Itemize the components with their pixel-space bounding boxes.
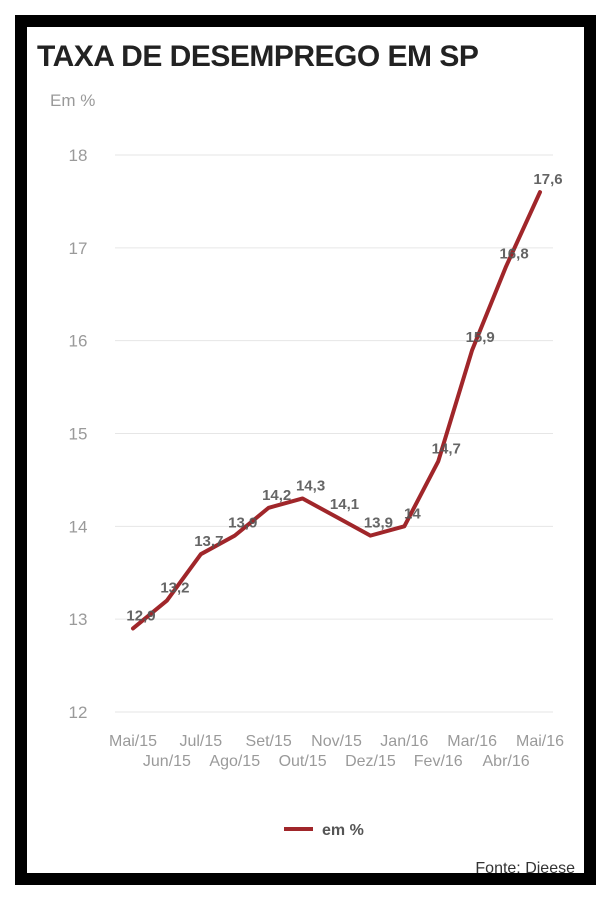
x-tick-label: Jul/15 xyxy=(179,733,222,750)
x-tick-label: Jan/16 xyxy=(380,733,428,750)
data-label: 14,7 xyxy=(432,440,461,457)
x-tick-label: Out/15 xyxy=(279,753,327,770)
data-label: 14 xyxy=(404,505,421,522)
x-tick-label: Mai/16 xyxy=(516,733,564,750)
y-tick-label: 14 xyxy=(69,517,88,536)
y-axis-unit-label: Em % xyxy=(50,91,96,110)
data-label: 13,9 xyxy=(364,515,393,532)
x-tick-label: Abr/16 xyxy=(483,753,530,770)
y-tick-label: 16 xyxy=(69,332,88,351)
x-tick-label: Dez/15 xyxy=(345,753,396,770)
x-tick-label: Fev/16 xyxy=(414,753,463,770)
data-label: 13,7 xyxy=(194,533,223,550)
data-label: 15,9 xyxy=(466,329,495,346)
x-tick-label: Jun/15 xyxy=(143,753,191,770)
chart-frame xyxy=(15,15,596,885)
legend-label: em % xyxy=(322,822,364,839)
y-tick-label: 12 xyxy=(69,703,88,722)
data-label: 13,9 xyxy=(228,515,257,532)
series-line xyxy=(131,190,542,631)
source-note: Fonte: Dieese xyxy=(475,860,575,877)
x-tick-label: Mai/15 xyxy=(109,733,157,750)
x-tick-label: Mar/16 xyxy=(447,733,497,750)
x-tick-label: Nov/15 xyxy=(311,733,362,750)
y-tick-label: 13 xyxy=(69,610,88,629)
data-label: 17,6 xyxy=(533,171,562,188)
data-label: 14,1 xyxy=(330,496,359,513)
data-label: 14,2 xyxy=(262,487,291,504)
chart-title: TAXA DE DESEMPREGO EM SP xyxy=(37,40,479,73)
x-tick-label: Set/15 xyxy=(246,733,292,750)
data-label: 13,2 xyxy=(160,580,189,597)
data-label: 16,8 xyxy=(499,245,528,262)
y-tick-label: 15 xyxy=(69,425,88,444)
data-label: 14,3 xyxy=(296,477,325,494)
y-tick-label: 18 xyxy=(69,146,88,165)
y-tick-label: 17 xyxy=(69,239,88,258)
x-tick-label: Ago/15 xyxy=(209,753,260,770)
data-label: 12,9 xyxy=(126,607,155,624)
